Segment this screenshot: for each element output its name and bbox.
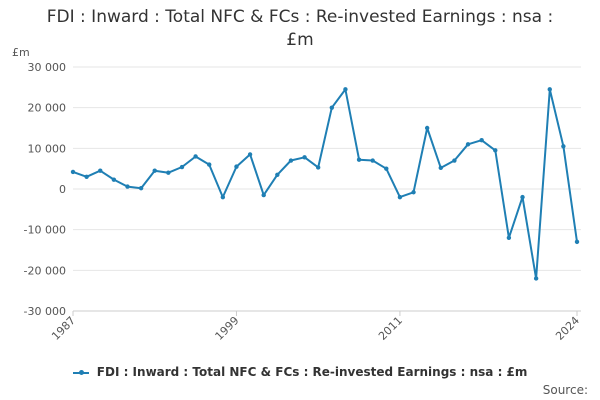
x-tick-label: 1999 [213,314,242,343]
series-line [72,88,578,280]
data-point [166,170,171,175]
data-point [438,165,443,171]
data-point [98,168,103,173]
data-point [84,174,89,179]
legend-label: FDI : Inward : Total NFC & FCs : Re-inve… [96,365,528,379]
y-tick-label: 30 000 [28,61,67,74]
y-tick-label: 20 000 [28,102,67,115]
data-point [152,168,157,173]
data-point [547,87,552,92]
data-point [125,184,130,189]
data-point [506,235,512,240]
data-point [370,158,375,163]
data-point [411,190,416,195]
data-point [452,158,457,163]
data-point [179,164,185,170]
data-point [479,138,484,143]
data-point [343,87,348,92]
data-point [384,166,389,171]
data-point [193,154,198,159]
data-point [275,172,280,177]
y-axis-unit-label: £m [12,46,30,59]
data-point [302,155,307,160]
data-point [561,144,566,149]
data-point [111,177,117,182]
y-tick-label: -10 000 [24,224,66,237]
source-label: Source: [542,383,588,397]
chart-title: FDI : Inward : Total NFC & FCs : Re-inve… [0,6,600,52]
data-point [520,194,525,200]
legend[interactable]: FDI : Inward : Total NFC & FCs : Re-inve… [0,365,600,379]
data-point [70,169,76,175]
y-tick-label: 10 000 [28,142,67,155]
data-point [424,125,430,131]
y-tick-label: -30 000 [24,305,66,318]
data-point [220,194,226,200]
y-tick-label: -20 000 [24,264,66,277]
data-point [207,162,212,167]
chart-title-line-2: £m [286,30,314,50]
data-point [329,105,335,110]
data-point [234,164,239,169]
data-point [397,194,403,200]
data-point [493,148,498,153]
data-point [533,276,539,281]
legend-series-marker [72,369,89,375]
data-point [288,158,294,163]
data-point [465,142,471,147]
data-point [315,165,321,170]
data-point [356,157,362,162]
x-tick-label: 1987 [49,314,78,343]
data-point [261,192,266,198]
x-tick-label: 2024 [553,314,582,343]
x-tick-label: 2011 [376,314,405,343]
data-point [574,239,580,245]
chart-title-line-1: FDI : Inward : Total NFC & FCs : Re-inve… [46,7,554,27]
data-point [138,185,144,191]
y-tick-label: 0 [59,183,66,196]
data-point [247,152,253,157]
